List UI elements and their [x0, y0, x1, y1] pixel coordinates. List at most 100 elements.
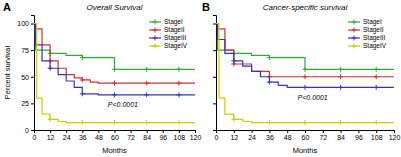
y-tick-label: 0: [25, 127, 29, 134]
censor-mark: [176, 67, 181, 72]
x-tick-label: 120: [190, 134, 202, 141]
censor-mark: [303, 85, 308, 90]
y-tick: 100: [17, 20, 34, 27]
x-tick: 72: [127, 130, 135, 141]
x-tick: 24: [248, 130, 256, 141]
y-tick-mark: [213, 103, 216, 104]
panel: 01224364860728496108120Cancer-specific s…: [202, 1, 400, 155]
x-axis-title: Months: [102, 146, 127, 155]
x-tick-label: 60: [302, 134, 310, 141]
censor-mark: [48, 66, 53, 71]
x-tick-label: 96: [159, 134, 167, 141]
x-tick-label: 72: [127, 134, 135, 141]
censor-mark: [303, 74, 308, 79]
y-tick-mark: [213, 24, 216, 25]
legend-label: StageIV: [164, 42, 188, 50]
censor-mark: [176, 92, 181, 97]
annotation: P<0.0001: [298, 94, 328, 101]
y-tick-mark: [31, 50, 34, 51]
censor-mark: [112, 92, 117, 97]
censor-mark: [80, 77, 85, 82]
y-tick-mark: [31, 24, 34, 25]
censor-mark: [176, 81, 181, 86]
x-tick-label: 0: [215, 134, 219, 141]
legend-marker: [153, 28, 158, 33]
y-tick: [213, 103, 216, 104]
x-tick-label: 0: [33, 134, 37, 141]
y-axis-title: Percent survival: [3, 45, 12, 99]
x-tick: 12: [230, 130, 238, 141]
y-axis: 0255075100: [17, 16, 34, 134]
x-tick-mark: [98, 130, 99, 133]
x-tick-mark: [323, 130, 324, 133]
y-tick: 25: [21, 100, 34, 107]
y-tick-mark: [213, 130, 216, 131]
censor-mark: [338, 120, 343, 125]
censor-mark: [374, 85, 379, 90]
survival-curve: [216, 24, 394, 77]
censor-mark: [144, 92, 149, 97]
x-tick-mark: [341, 130, 342, 133]
x-tick: 36: [266, 130, 274, 141]
x-tick-label: 24: [248, 134, 256, 141]
x-axis-line: [217, 131, 395, 134]
censor-mark: [303, 67, 308, 72]
x-tick: 0: [215, 130, 219, 141]
legend-item: StageIII: [348, 34, 386, 42]
figure: 012243648607284961081200255075100Overall…: [0, 0, 401, 157]
x-tick-mark: [163, 130, 164, 133]
y-tick-label: 25: [21, 100, 29, 107]
survival-curve: [216, 24, 394, 123]
y-tick: [213, 24, 216, 25]
x-tick: 96: [355, 130, 363, 141]
legend-marker: [352, 36, 357, 41]
legend-label: StageIII: [164, 34, 187, 42]
censor-mark: [48, 117, 53, 122]
x-tick-label: 48: [284, 134, 292, 141]
censor-mark: [338, 67, 343, 72]
x-axis: 01224364860728496108120: [215, 130, 401, 141]
x-tick: 120: [190, 130, 202, 141]
y-tick-mark: [31, 130, 34, 131]
y-axis-line: [31, 16, 35, 131]
y-tick: 50: [21, 73, 34, 80]
censor-mark: [80, 91, 85, 96]
censor-mark: [231, 58, 236, 63]
x-tick-mark: [394, 130, 395, 133]
legend-item: StageII: [348, 26, 384, 34]
censor-mark: [303, 120, 308, 125]
censor-mark: [267, 55, 272, 60]
panel-label: B: [202, 1, 210, 13]
x-tick-mark: [131, 130, 132, 133]
x-tick-label: 120: [389, 134, 401, 141]
censor-mark: [80, 120, 85, 125]
x-tick: 120: [389, 130, 401, 141]
legend-label: StageII: [363, 26, 384, 34]
y-tick-label: 50: [21, 73, 29, 80]
x-tick-mark: [179, 130, 180, 133]
x-axis-title: Months: [293, 146, 318, 155]
x-tick-mark: [252, 130, 253, 133]
x-tick: 84: [337, 130, 345, 141]
x-tick: 60: [302, 130, 310, 141]
legend-item: StageIV: [149, 42, 188, 50]
x-tick-label: 108: [174, 134, 186, 141]
x-tick: 0: [33, 130, 37, 141]
x-tick-mark: [115, 130, 116, 133]
x-tick: 48: [95, 130, 103, 141]
y-tick: [213, 50, 216, 51]
panel: 012243648607284961081200255075100Overall…: [3, 1, 201, 155]
censor-mark: [338, 85, 343, 90]
legend-item: StageI: [348, 18, 382, 26]
y-tick-label: 100: [17, 20, 29, 27]
x-tick-mark: [82, 130, 83, 133]
x-tick-mark: [269, 130, 270, 133]
censor-mark: [112, 81, 117, 86]
x-tick: 12: [47, 130, 55, 141]
x-tick: 84: [143, 130, 151, 141]
x-tick-mark: [358, 130, 359, 133]
legend-marker: [352, 28, 357, 33]
x-tick-label: 36: [79, 134, 87, 141]
censor-mark: [231, 117, 236, 122]
x-tick-label: 60: [111, 134, 119, 141]
